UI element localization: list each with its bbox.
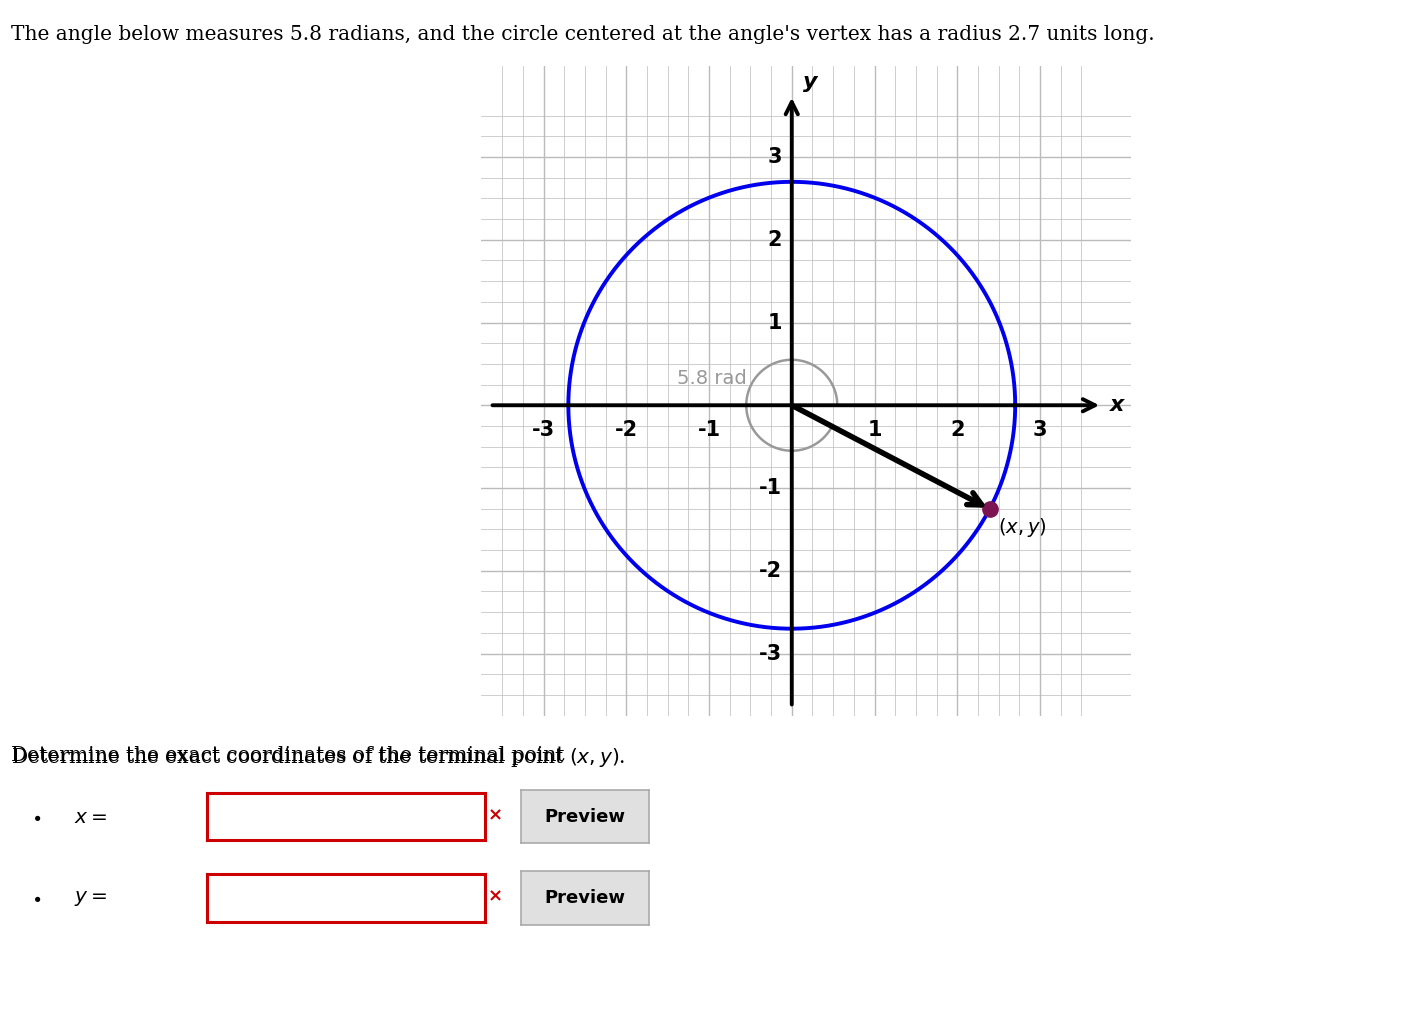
Text: -3: -3 (532, 420, 555, 441)
Text: 2: 2 (768, 229, 782, 250)
Text: 3: 3 (1033, 420, 1047, 441)
Text: 1: 1 (768, 313, 782, 333)
Text: ×: × (488, 806, 504, 824)
Text: 1: 1 (868, 420, 882, 441)
Text: 2: 2 (950, 420, 965, 441)
Text: y: y (802, 72, 818, 92)
Text: $x =$: $x =$ (74, 808, 107, 826)
Text: ×: × (488, 887, 504, 905)
Text: Preview: Preview (545, 808, 625, 825)
Text: Determine the exact coordinates of the terminal point $(x, y)$.: Determine the exact coordinates of the t… (11, 746, 626, 769)
Text: -1: -1 (698, 420, 721, 441)
Text: -1: -1 (759, 478, 782, 498)
Text: -2: -2 (759, 560, 782, 581)
Text: $\bullet$: $\bullet$ (31, 889, 41, 907)
Text: $\bullet$: $\bullet$ (31, 808, 41, 826)
Text: 5.8 rad: 5.8 rad (676, 369, 746, 389)
Text: -2: -2 (615, 420, 638, 441)
Text: x: x (1110, 395, 1124, 415)
Text: $y =$: $y =$ (74, 889, 107, 907)
Text: -3: -3 (759, 644, 782, 664)
Text: 3: 3 (768, 147, 782, 167)
Text: The angle below measures 5.8 radians, and the circle centered at the angle's ver: The angle below measures 5.8 radians, an… (11, 25, 1154, 45)
Text: Determine the exact coordinates of the terminal point: Determine the exact coordinates of the t… (11, 746, 571, 765)
Text: $(x, y)$: $(x, y)$ (997, 516, 1046, 539)
Text: Preview: Preview (545, 889, 625, 906)
